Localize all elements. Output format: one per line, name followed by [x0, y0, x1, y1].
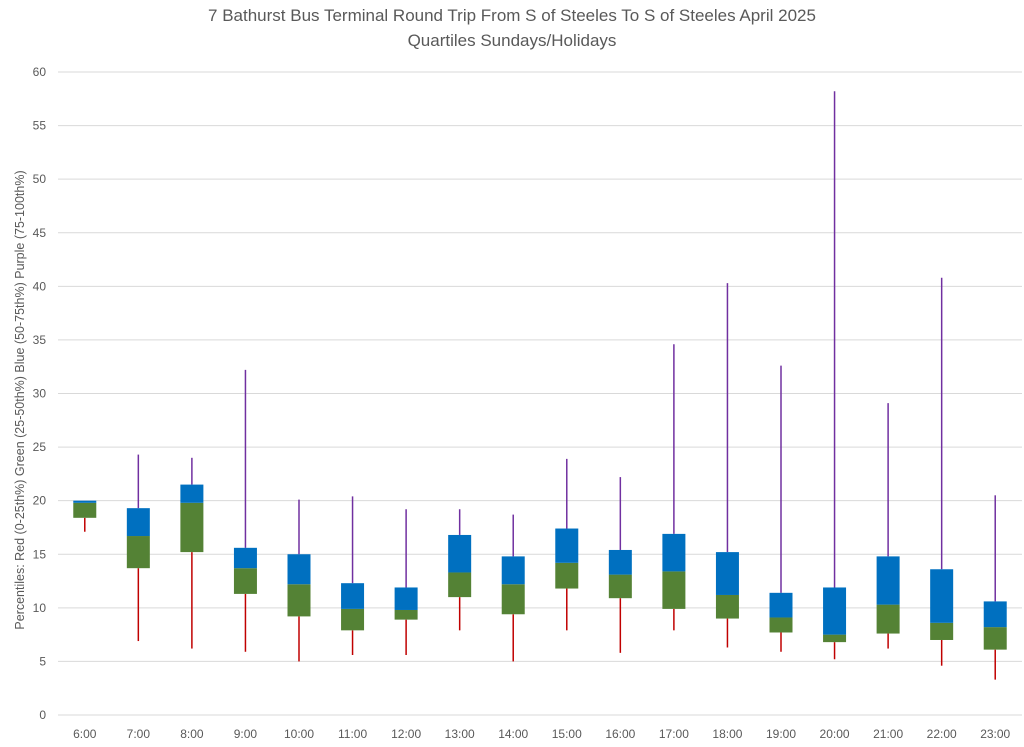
box-upper — [126, 508, 150, 537]
box-lower — [555, 562, 579, 589]
box-lower — [341, 608, 365, 631]
box-lower — [876, 604, 900, 634]
x-tick-600: 6:00 — [73, 727, 97, 741]
x-tick-700: 7:00 — [127, 727, 151, 741]
box-lower — [126, 536, 150, 569]
y-tick-45: 45 — [33, 226, 47, 240]
box-upper — [823, 587, 847, 635]
box-1600 — [608, 477, 632, 653]
x-tick-900: 9:00 — [234, 727, 258, 741]
x-tick-2200: 22:00 — [927, 727, 957, 741]
x-tick-2100: 21:00 — [873, 727, 903, 741]
box-1000 — [287, 499, 311, 662]
x-tick-2300: 23:00 — [980, 727, 1010, 741]
x-tick-1900: 19:00 — [766, 727, 796, 741]
box-upper — [608, 549, 632, 575]
x-tick-labels: 6:00 7:00 8:00 9:00 10:00 11:00 12:00 13:00 14:0… — [73, 727, 1010, 741]
x-tick-1000: 10:00 — [284, 727, 314, 741]
box-1400 — [501, 514, 525, 662]
box-lower — [233, 568, 257, 594]
box-2200 — [930, 277, 954, 666]
y-tick-50: 50 — [33, 172, 47, 186]
box-1700 — [662, 344, 686, 631]
y-tick-60: 60 — [33, 65, 47, 79]
box-lower — [73, 502, 97, 518]
box-lower — [769, 617, 793, 633]
box-lower — [662, 571, 686, 609]
y-tick-20: 20 — [33, 494, 47, 508]
box-800 — [180, 457, 204, 649]
box-upper — [341, 583, 365, 609]
box-lower — [394, 609, 418, 620]
y-tick-40: 40 — [33, 279, 47, 293]
box-600 — [73, 500, 97, 532]
box-900 — [233, 369, 257, 652]
box-lower — [180, 502, 204, 553]
y-tick-30: 30 — [33, 387, 47, 401]
y-tick-55: 55 — [33, 119, 47, 133]
box-upper — [662, 533, 686, 572]
box-lower — [823, 634, 847, 643]
box-lower — [287, 584, 311, 617]
box-2100 — [876, 403, 900, 649]
y-tick-25: 25 — [33, 440, 47, 454]
box-upper — [180, 484, 204, 503]
box-upper — [287, 554, 311, 585]
x-tick-2000: 20:00 — [820, 727, 850, 741]
box-700 — [126, 454, 150, 642]
box-upper — [983, 601, 1007, 628]
x-tick-1500: 15:00 — [552, 727, 582, 741]
x-tick-1400: 14:00 — [498, 727, 528, 741]
y-tick-10: 10 — [33, 601, 47, 615]
box-lower — [930, 622, 954, 640]
y-tick-0: 0 — [39, 708, 46, 722]
box-1200 — [394, 509, 418, 655]
box-upper — [73, 500, 97, 503]
box-marks — [73, 91, 1007, 680]
box-upper — [876, 556, 900, 605]
box-1100 — [341, 496, 365, 655]
box-lower — [608, 574, 632, 599]
box-upper — [501, 556, 525, 585]
box-1800 — [715, 283, 739, 648]
y-tick-15: 15 — [33, 547, 47, 561]
x-tick-1100: 11:00 — [338, 727, 367, 741]
y-tick-labels: 0 5 10 15 20 25 30 35 40 45 50 55 60 — [33, 65, 47, 722]
box-upper — [769, 592, 793, 618]
box-upper — [930, 569, 954, 623]
x-tick-800: 8:00 — [180, 727, 204, 741]
box-lower — [715, 594, 739, 619]
box-lower — [501, 584, 525, 615]
chart-subtitle: Quartiles Sundays/Holidays — [407, 31, 617, 50]
box-1300 — [448, 509, 472, 631]
chart-title: 7 Bathurst Bus Terminal Round Trip From … — [208, 6, 816, 25]
y-tick-35: 35 — [33, 333, 47, 347]
x-tick-1700: 17:00 — [659, 727, 689, 741]
box-2300 — [983, 495, 1007, 680]
y-tick-5: 5 — [39, 654, 46, 668]
box-lower — [448, 572, 472, 598]
gridlines — [58, 71, 1022, 716]
box-upper — [394, 587, 418, 610]
box-upper — [448, 534, 472, 573]
x-tick-1600: 16:00 — [605, 727, 635, 741]
x-tick-1200: 12:00 — [391, 727, 421, 741]
box-upper — [555, 528, 579, 563]
box-1900 — [769, 365, 793, 652]
box-1500 — [555, 458, 579, 631]
box-upper — [233, 547, 257, 569]
box-2000 — [823, 91, 847, 660]
box-upper — [715, 552, 739, 595]
box-lower — [983, 627, 1007, 650]
x-tick-1800: 18:00 — [712, 727, 742, 741]
x-tick-1300: 13:00 — [445, 727, 475, 741]
